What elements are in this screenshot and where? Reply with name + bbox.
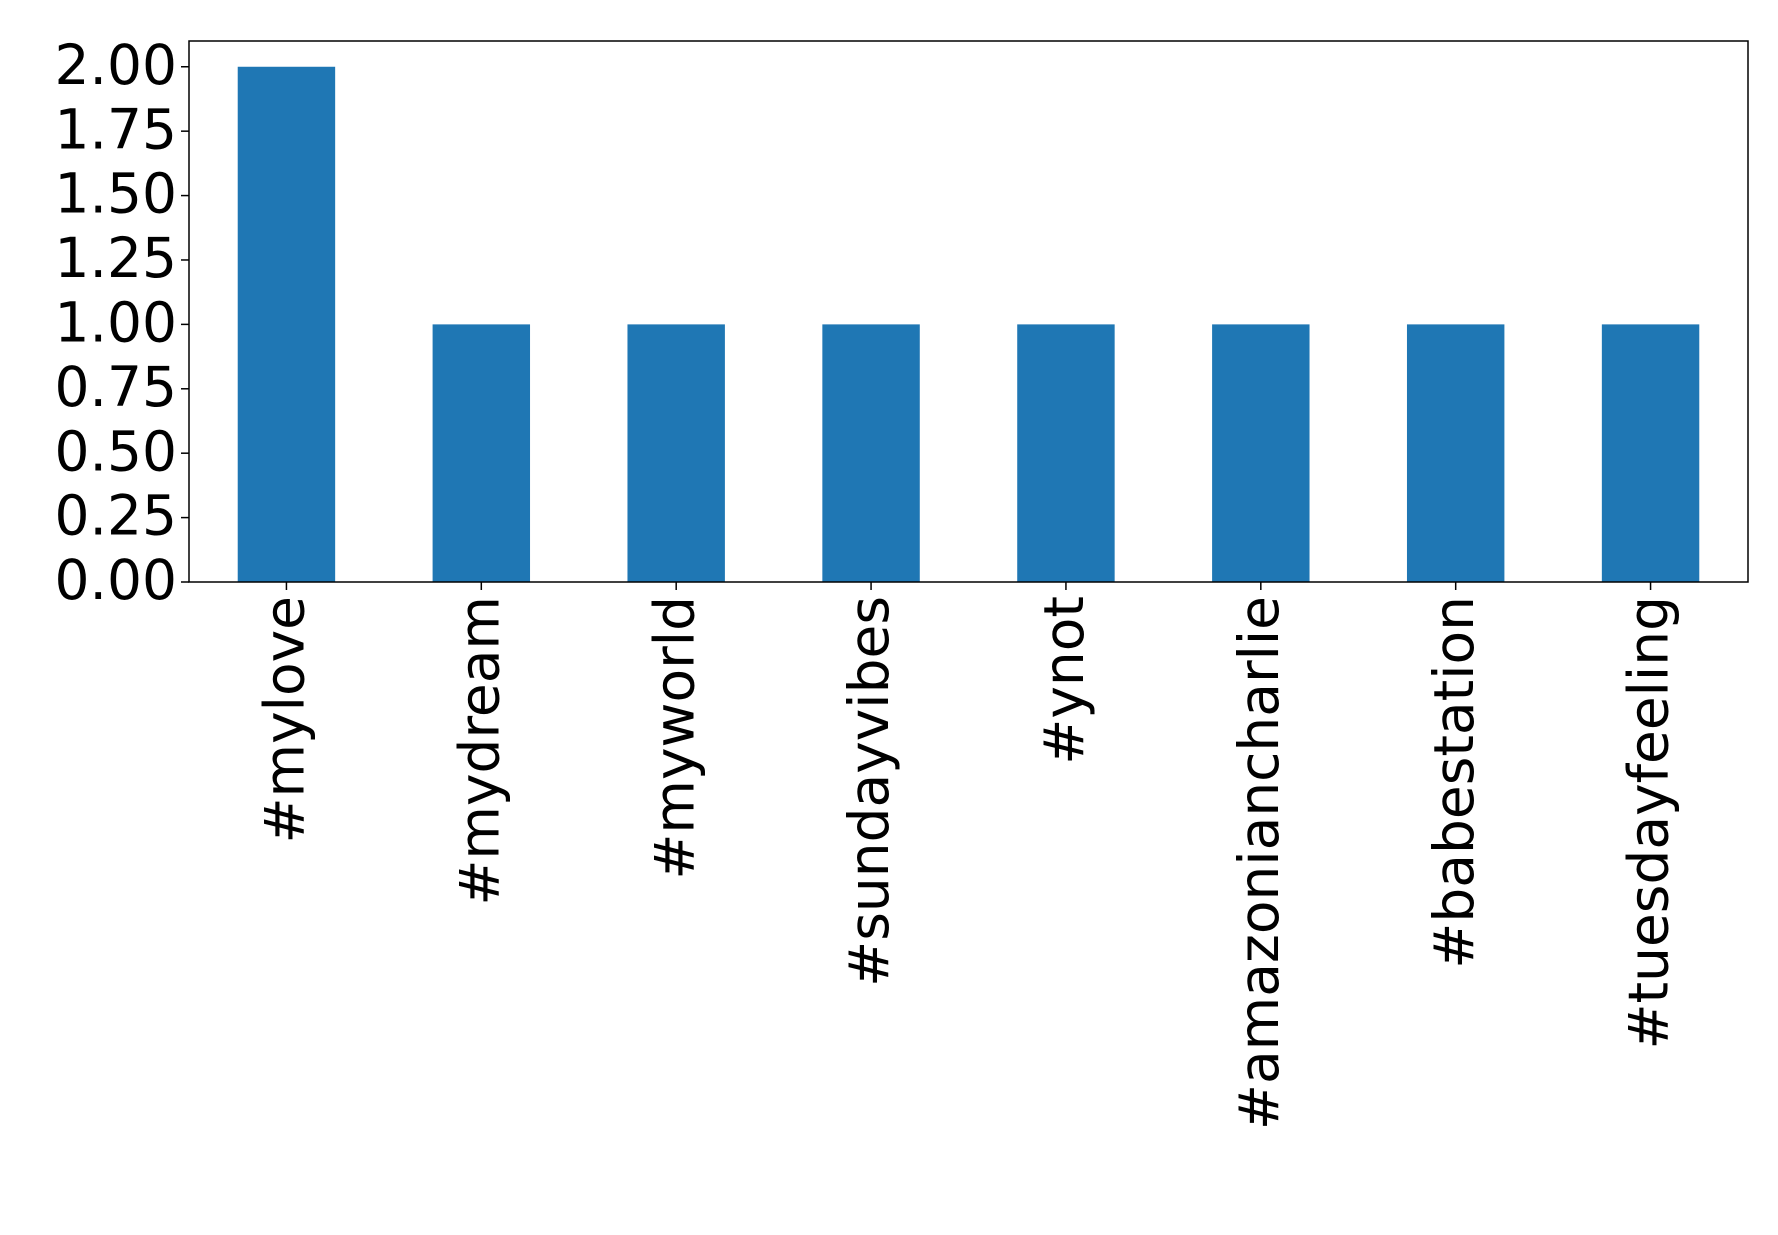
bar <box>1212 324 1310 582</box>
x-tick-label: #tuesdayfeeling <box>1617 596 1681 1050</box>
x-tick-label: #ynot <box>1032 596 1096 765</box>
x-tick-label: #myworld <box>642 596 706 880</box>
y-tick-label: 0.50 <box>55 419 177 483</box>
x-tick-label: #mylove <box>253 596 317 844</box>
y-tick-label: 2.00 <box>55 33 177 97</box>
bar <box>627 324 725 582</box>
y-tick-label: 0.25 <box>55 484 177 548</box>
x-tick-label: #amazoniancharlie <box>1227 596 1291 1130</box>
y-tick-label: 1.25 <box>55 226 177 290</box>
bar <box>1017 324 1115 582</box>
bar <box>1601 324 1700 582</box>
bar <box>1406 324 1505 582</box>
bar <box>822 324 920 582</box>
x-tick-label: #sundayvibes <box>837 596 901 987</box>
y-tick-label: 0.00 <box>55 548 177 612</box>
x-tick-label: #mydream <box>447 596 511 906</box>
bar <box>237 66 336 582</box>
y-tick-label: 1.75 <box>55 97 177 161</box>
x-tick-label: #babestation <box>1422 596 1486 969</box>
y-tick-label: 1.00 <box>55 291 177 355</box>
bar <box>432 324 531 582</box>
y-tick-label: 0.75 <box>55 355 177 419</box>
y-tick-label: 1.50 <box>55 162 177 226</box>
plot-frame <box>188 40 1749 583</box>
